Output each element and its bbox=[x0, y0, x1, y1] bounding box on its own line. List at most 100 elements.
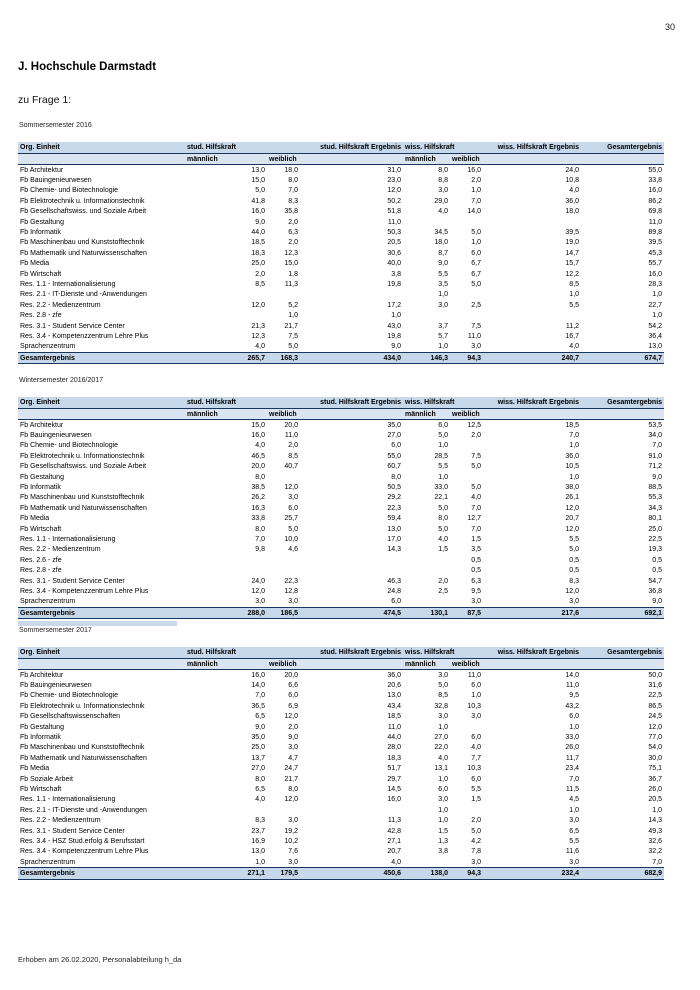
table-subheader-row: männlich weiblich männlich weiblich bbox=[18, 408, 665, 420]
value-cell: 0,5 bbox=[569, 556, 580, 564]
value-cell: 11,0 bbox=[648, 218, 663, 226]
value-cell: 15,0 bbox=[284, 260, 299, 268]
value-cell: 22,3 bbox=[387, 504, 402, 512]
value-cell: 9,8 bbox=[255, 546, 265, 554]
value-cell: 3,0 bbox=[438, 187, 449, 195]
value-cell: 5,0 bbox=[569, 546, 580, 554]
table-row: Fb Wirtschaft 6,5 8,0 14,5 6,0 5,5 11,5 26,0 bbox=[18, 784, 664, 794]
value-cell: 7,0 bbox=[288, 187, 299, 195]
value-cell: 14,5 bbox=[387, 785, 402, 793]
table-row: Fb Soziale Arbeit 8,0 21,7 29,7 1,0 6,0 7,0 36,… bbox=[18, 774, 664, 784]
value-cell: 18,5 bbox=[565, 421, 580, 429]
value-cell: 88,5 bbox=[648, 484, 663, 492]
value-cell: 28,5 bbox=[434, 452, 449, 460]
value-cell: 36,0 bbox=[565, 452, 580, 460]
table-row: Sprachenzentrum 3,0 3,0 6,0 3,0 3,0 9,0 bbox=[18, 597, 664, 608]
value-cell: 11,3 bbox=[387, 817, 402, 825]
value-cell: 20,7 bbox=[387, 848, 402, 856]
value-cell: 26,1 bbox=[565, 494, 580, 502]
value-cell: 6,0 bbox=[471, 682, 482, 690]
value-cell: 33,0 bbox=[434, 484, 449, 492]
value-cell: 25,0 bbox=[251, 260, 265, 268]
value-cell: 6,3 bbox=[471, 577, 482, 585]
org-einheit-cell: Fb Chemie- und Biotechnologie bbox=[20, 692, 119, 700]
value-cell: 16,0 bbox=[251, 432, 265, 440]
value-cell: 54,2 bbox=[648, 322, 663, 330]
org-einheit-cell: Fb Mathematik und Naturwissenschaften bbox=[20, 504, 147, 512]
value-cell bbox=[185, 290, 267, 300]
value-cell: 22,5 bbox=[648, 535, 663, 543]
value-cell: 23,4 bbox=[565, 765, 580, 773]
value-cell: 5,0 bbox=[255, 187, 265, 195]
value-cell: 12,8 bbox=[284, 587, 299, 595]
org-einheit-cell: Res. 2.6 - zfe bbox=[20, 556, 62, 564]
value-cell: 4,2 bbox=[471, 837, 482, 845]
value-cell: 50,5 bbox=[387, 484, 402, 492]
col-stud-ergebnis: stud. Hilfskraft Ergebnis bbox=[300, 397, 404, 409]
org-einheit-cell: Res. 2.2 - Medienzentrum bbox=[20, 301, 101, 309]
table-row: Fb Bauingenieurwesen 16,0 11,0 27,0 5,0 2,0 7,… bbox=[18, 430, 664, 440]
total-row: Gesamtergebnis 288,0 186,5 474,5 130,1 87,5 21… bbox=[18, 607, 665, 620]
value-cell: 34,3 bbox=[648, 504, 663, 512]
table-row: Sprachenzentrum 4,0 5,0 9,0 1,0 3,0 4,0 13,0 bbox=[18, 342, 664, 353]
value-cell: 7,0 bbox=[569, 432, 580, 440]
table-row: Fb Mathematik und Naturwissenschaften 13,… bbox=[18, 753, 664, 763]
value-cell bbox=[450, 217, 483, 227]
value-cell: 7,0 bbox=[471, 504, 482, 512]
subcol-empty bbox=[300, 658, 404, 670]
org-einheit-cell: Fb Mathematik und Naturwissenschaften bbox=[20, 249, 147, 257]
value-cell: 40,7 bbox=[284, 463, 299, 471]
value-cell: 89,8 bbox=[648, 229, 663, 237]
value-cell: 24,8 bbox=[387, 587, 402, 595]
value-cell: 8,0 bbox=[255, 525, 265, 533]
org-einheit-cell: Fb Soziale Arbeit bbox=[20, 775, 73, 783]
subcol-empty bbox=[483, 408, 582, 420]
value-cell: 14,0 bbox=[251, 682, 265, 690]
org-einheit-cell: Fb Bauingenieurwesen bbox=[20, 177, 92, 185]
value-cell: 20,0 bbox=[284, 421, 299, 429]
value-cell: 28,0 bbox=[387, 744, 402, 752]
value-cell: 8,3 bbox=[255, 817, 265, 825]
value-cell: 4,0 bbox=[255, 442, 265, 450]
value-cell: 22,7 bbox=[648, 301, 663, 309]
table-row: Fb Gesellschaftswiss. und Soziale Arbeit… bbox=[18, 462, 664, 472]
value-cell: 9,0 bbox=[391, 343, 402, 351]
value-cell: 27,0 bbox=[434, 734, 449, 742]
value-cell: 1,0 bbox=[438, 473, 449, 481]
value-cell: 265,7 bbox=[185, 352, 267, 365]
value-cell bbox=[267, 805, 300, 815]
value-cell: 5,0 bbox=[471, 827, 482, 835]
subcol-empty bbox=[483, 658, 582, 670]
table-row: Fb Chemie- und Biotechnologie 7,0 6,0 13,0 8… bbox=[18, 691, 664, 701]
org-einheit-cell: Fb Architektur bbox=[20, 166, 64, 174]
value-cell: 16,0 bbox=[387, 796, 402, 804]
value-cell: 87,5 bbox=[450, 607, 484, 620]
value-cell: 25,0 bbox=[648, 525, 663, 533]
subcol-weiblich-wiss: weiblich bbox=[450, 153, 484, 165]
value-cell: 21,7 bbox=[284, 322, 299, 330]
value-cell: 23,7 bbox=[251, 827, 265, 835]
value-cell: 3,5 bbox=[438, 280, 449, 288]
total-row: Gesamtergebnis 271,1 179,5 450,6 138,0 94,3 23… bbox=[18, 867, 665, 880]
org-einheit-cell: Res. 3.4 - Kompetenzzentrum Lehre Plus bbox=[20, 848, 149, 856]
value-cell bbox=[450, 290, 483, 300]
value-cell: 91,0 bbox=[648, 452, 663, 460]
table-row: Res. 2.1 - IT-Dienste und -Anwendungen 1,… bbox=[18, 805, 664, 815]
value-cell: 40,0 bbox=[387, 260, 402, 268]
col-org-einheit: Org. Einheit bbox=[18, 142, 185, 154]
value-cell: 3,0 bbox=[471, 343, 482, 351]
value-cell: 22,1 bbox=[434, 494, 449, 502]
subcol-empty bbox=[300, 153, 404, 165]
org-einheit-cell: Res. 3.4 - Kompetenzzentrum Lehre Plus bbox=[20, 587, 149, 595]
value-cell: 11,0 bbox=[387, 723, 402, 731]
value-cell: 22,3 bbox=[284, 577, 299, 585]
table-row: Res. 3.1 - Student Service Center 21,3 21,… bbox=[18, 321, 664, 331]
value-cell: 3,0 bbox=[288, 494, 299, 502]
value-cell bbox=[403, 217, 450, 227]
section-sommersemester-2016: Sommersemester 2016 Org. Einheit stud. H… bbox=[18, 122, 666, 365]
value-cell: 4,0 bbox=[391, 858, 402, 866]
org-einheit-cell: Res. 2.8 - zfe bbox=[20, 567, 62, 575]
subcol-empty bbox=[18, 658, 185, 670]
table-row: Fb Bauingenieurwesen 15,0 8,0 23,0 8,8 2,0 10,… bbox=[18, 175, 664, 185]
value-cell: 29,7 bbox=[387, 775, 402, 783]
